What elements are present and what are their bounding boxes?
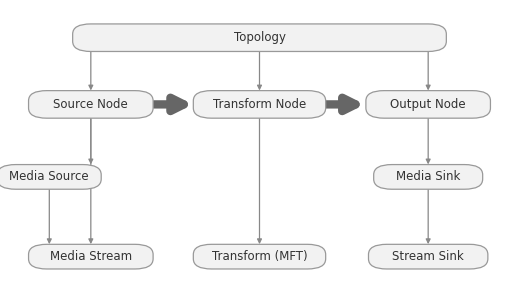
- FancyBboxPatch shape: [368, 244, 488, 269]
- Text: Source Node: Source Node: [53, 98, 128, 111]
- FancyBboxPatch shape: [366, 90, 490, 118]
- FancyBboxPatch shape: [193, 90, 326, 118]
- Text: Media Source: Media Source: [9, 171, 89, 183]
- Text: Transform (MFT): Transform (MFT): [212, 250, 307, 263]
- FancyBboxPatch shape: [0, 164, 101, 189]
- Text: Transform Node: Transform Node: [213, 98, 306, 111]
- FancyBboxPatch shape: [193, 244, 326, 269]
- Text: Topology: Topology: [234, 31, 285, 44]
- FancyBboxPatch shape: [73, 24, 446, 52]
- FancyBboxPatch shape: [29, 244, 153, 269]
- FancyBboxPatch shape: [374, 164, 483, 189]
- FancyBboxPatch shape: [29, 90, 153, 118]
- Text: Media Stream: Media Stream: [50, 250, 132, 263]
- Text: Stream Sink: Stream Sink: [392, 250, 464, 263]
- Text: Output Node: Output Node: [390, 98, 466, 111]
- Text: Media Sink: Media Sink: [396, 171, 460, 183]
